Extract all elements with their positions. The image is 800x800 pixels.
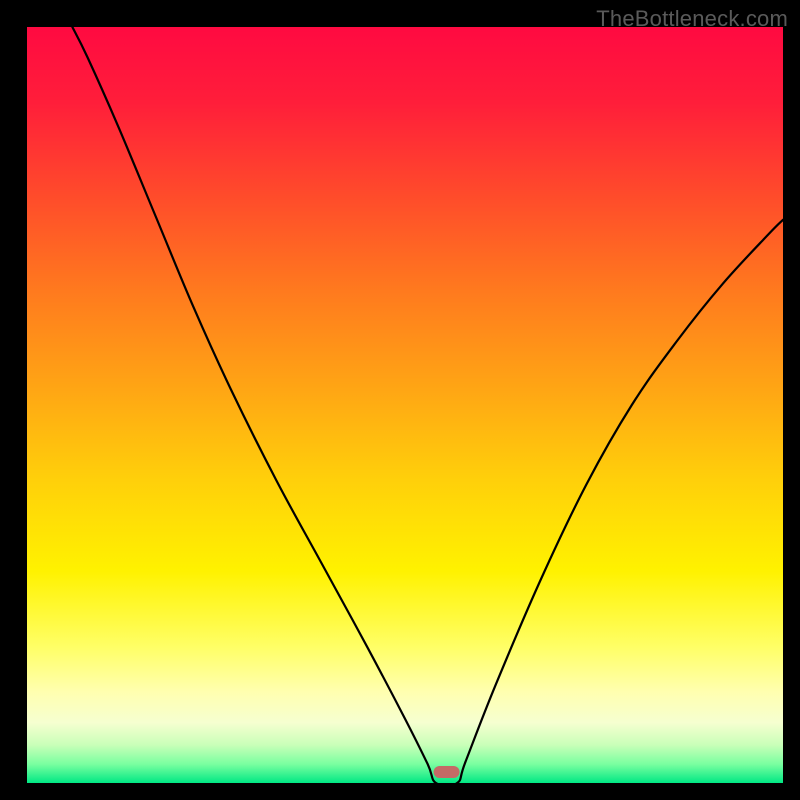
optimal-point-marker <box>434 766 460 778</box>
watermark-text: TheBottleneck.com <box>596 6 788 32</box>
bottleneck-chart <box>0 0 800 800</box>
plot-background <box>27 27 783 783</box>
chart-stage: TheBottleneck.com <box>0 0 800 800</box>
